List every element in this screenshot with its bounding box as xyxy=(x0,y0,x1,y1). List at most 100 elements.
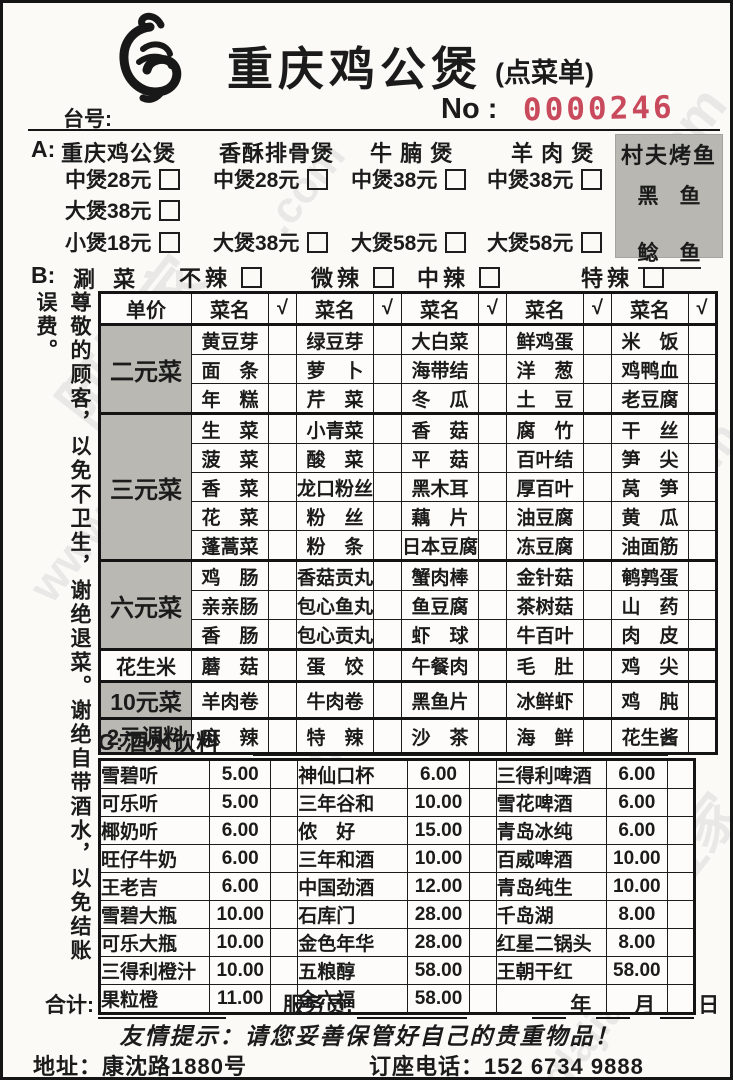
dish-check-cell[interactable] xyxy=(478,383,507,414)
dish-check-cell[interactable] xyxy=(373,412,402,444)
option-checkbox[interactable] xyxy=(159,199,181,221)
dish-check-cell[interactable] xyxy=(583,680,612,719)
dish-check-cell[interactable] xyxy=(688,559,717,591)
dish-check-cell[interactable] xyxy=(688,472,717,502)
drink-check-cell[interactable] xyxy=(468,956,497,985)
dish-check-cell[interactable] xyxy=(688,383,717,414)
drink-check-cell[interactable] xyxy=(468,872,497,901)
dish-check-cell[interactable] xyxy=(268,412,297,444)
dish-check-cell[interactable] xyxy=(688,590,717,620)
dish-check-cell[interactable] xyxy=(268,472,297,502)
dish-check-cell[interactable] xyxy=(583,530,612,561)
dish-check-cell[interactable] xyxy=(688,648,717,682)
total-input-line[interactable] xyxy=(98,995,227,1019)
dish-check-cell[interactable] xyxy=(268,530,297,561)
drink-check-cell[interactable] xyxy=(270,788,299,817)
drink-check-cell[interactable] xyxy=(666,816,696,845)
dish-check-cell[interactable] xyxy=(583,717,612,754)
drink-check-cell[interactable] xyxy=(468,844,497,873)
spice-checkbox[interactable] xyxy=(479,266,501,288)
dish-check-cell[interactable] xyxy=(268,559,297,591)
drink-check-cell[interactable] xyxy=(468,759,497,789)
dish-check-cell[interactable] xyxy=(373,619,402,650)
dish-check-cell[interactable] xyxy=(268,590,297,620)
dish-check-cell[interactable] xyxy=(373,472,402,502)
drink-check-cell[interactable] xyxy=(270,956,299,985)
dish-check-cell[interactable] xyxy=(373,530,402,561)
dish-check-cell[interactable] xyxy=(478,323,507,355)
dish-check-cell[interactable] xyxy=(688,717,717,754)
drink-check-cell[interactable] xyxy=(468,788,497,817)
option-checkbox[interactable] xyxy=(159,168,181,190)
dish-check-cell[interactable] xyxy=(478,717,507,754)
dish-check-cell[interactable] xyxy=(688,619,717,650)
drink-check-cell[interactable] xyxy=(468,816,497,845)
drink-check-cell[interactable] xyxy=(270,900,299,929)
dish-check-cell[interactable] xyxy=(373,590,402,620)
dish-check-cell[interactable] xyxy=(478,590,507,620)
dish-check-cell[interactable] xyxy=(478,648,507,682)
drink-check-cell[interactable] xyxy=(666,928,696,957)
dish-check-cell[interactable] xyxy=(373,323,402,355)
dish-check-cell[interactable] xyxy=(268,443,297,473)
dish-check-cell[interactable] xyxy=(688,530,717,561)
dish-check-cell[interactable] xyxy=(583,648,612,682)
dish-check-cell[interactable] xyxy=(583,412,612,444)
option-checkbox[interactable] xyxy=(581,168,603,190)
dish-check-cell[interactable] xyxy=(373,383,402,414)
dish-check-cell[interactable] xyxy=(373,354,402,384)
dish-check-cell[interactable] xyxy=(688,354,717,384)
dish-check-cell[interactable] xyxy=(583,619,612,650)
dish-check-cell[interactable] xyxy=(478,412,507,444)
drink-check-cell[interactable] xyxy=(270,872,299,901)
month-input-line[interactable] xyxy=(595,995,630,1019)
drink-check-cell[interactable] xyxy=(270,816,299,845)
dish-check-cell[interactable] xyxy=(688,501,717,531)
dish-check-cell[interactable] xyxy=(478,619,507,650)
dish-check-cell[interactable] xyxy=(583,383,612,414)
drink-check-cell[interactable] xyxy=(468,900,497,929)
spice-checkbox[interactable] xyxy=(241,266,263,288)
option-checkbox[interactable] xyxy=(581,231,603,253)
dish-check-cell[interactable] xyxy=(268,717,297,754)
dish-check-cell[interactable] xyxy=(373,648,402,682)
dish-check-cell[interactable] xyxy=(583,323,612,355)
dish-check-cell[interactable] xyxy=(688,680,717,719)
dish-check-cell[interactable] xyxy=(268,501,297,531)
dish-check-cell[interactable] xyxy=(478,530,507,561)
dish-check-cell[interactable] xyxy=(478,472,507,502)
drink-check-cell[interactable] xyxy=(666,984,696,1014)
drink-check-cell[interactable] xyxy=(666,900,696,929)
drink-check-cell[interactable] xyxy=(468,928,497,957)
dish-check-cell[interactable] xyxy=(688,323,717,355)
dish-check-cell[interactable] xyxy=(373,559,402,591)
dish-check-cell[interactable] xyxy=(268,323,297,355)
dish-check-cell[interactable] xyxy=(583,559,612,591)
dish-check-cell[interactable] xyxy=(268,619,297,650)
drink-check-cell[interactable] xyxy=(270,759,299,789)
dish-check-cell[interactable] xyxy=(373,501,402,531)
spice-checkbox[interactable] xyxy=(643,266,665,288)
dish-check-cell[interactable] xyxy=(583,354,612,384)
drink-check-cell[interactable] xyxy=(270,844,299,873)
dish-check-cell[interactable] xyxy=(268,383,297,414)
dish-check-cell[interactable] xyxy=(478,559,507,591)
table-number-input-line[interactable] xyxy=(28,103,720,131)
drink-check-cell[interactable] xyxy=(666,759,696,789)
dish-check-cell[interactable] xyxy=(478,354,507,384)
dish-check-cell[interactable] xyxy=(373,680,402,719)
dish-check-cell[interactable] xyxy=(268,680,297,719)
dish-check-cell[interactable] xyxy=(373,443,402,473)
dish-check-cell[interactable] xyxy=(583,590,612,620)
dish-check-cell[interactable] xyxy=(268,648,297,682)
day-input-line[interactable] xyxy=(659,995,694,1019)
dish-check-cell[interactable] xyxy=(583,501,612,531)
year-input-line[interactable] xyxy=(531,995,566,1019)
drink-check-cell[interactable] xyxy=(666,788,696,817)
dish-check-cell[interactable] xyxy=(478,443,507,473)
dish-check-cell[interactable] xyxy=(688,443,717,473)
spice-checkbox[interactable] xyxy=(373,266,395,288)
dish-check-cell[interactable] xyxy=(478,501,507,531)
server-input-line[interactable] xyxy=(357,995,468,1019)
option-checkbox[interactable] xyxy=(307,231,329,253)
